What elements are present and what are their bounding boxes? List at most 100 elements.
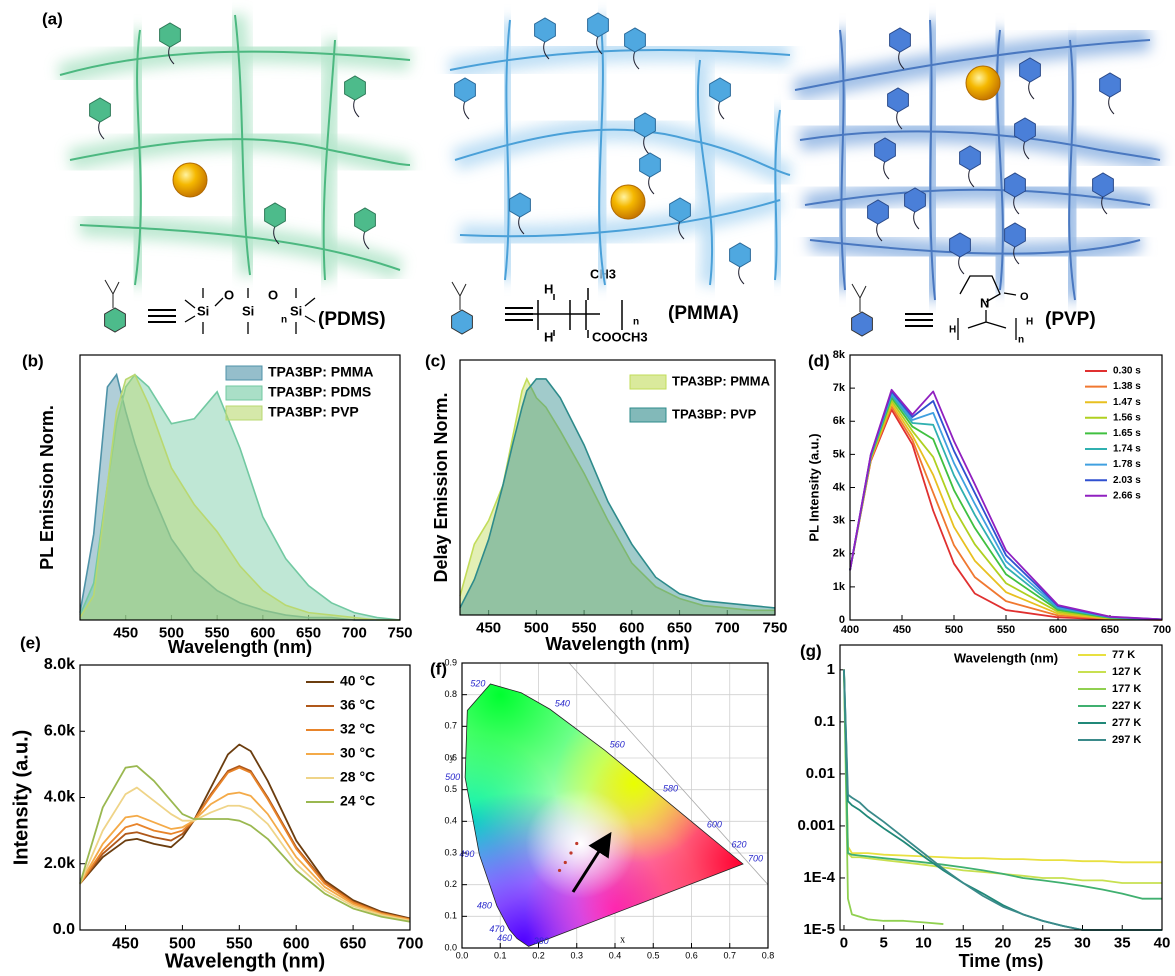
y-tick-label: 1k — [833, 581, 846, 593]
panel-label: (g) — [800, 641, 822, 660]
line — [80, 766, 410, 919]
atom: H — [1026, 317, 1033, 328]
legend-label: 0.30 s — [1113, 366, 1141, 377]
nanoparticle — [173, 163, 207, 197]
y-axis-title: Intensity (a.u.) — [10, 730, 32, 866]
x-axis-title: Wavelength (nm) — [165, 950, 325, 972]
line — [80, 793, 410, 921]
polymer-name: (PDMS) — [318, 309, 386, 330]
wavelength-label: 500 — [445, 772, 460, 782]
x-tick-label: 40 — [1154, 934, 1171, 951]
y-tick-label: 0.2 — [444, 879, 457, 889]
y-tick-label: 0.01 — [806, 765, 835, 782]
chromophore — [888, 88, 909, 112]
chromophore — [455, 78, 476, 102]
y-tick-label: 0.0 — [53, 921, 75, 938]
legend-label: TPA3BP: PVP — [672, 406, 757, 421]
x-tick-label: 650 — [1101, 624, 1119, 636]
atom: O — [268, 287, 278, 302]
chromophore — [105, 308, 126, 332]
x-tick-label: 450 — [893, 624, 911, 636]
linker — [464, 101, 469, 119]
branch — [852, 284, 866, 312]
x-tick-label: 35 — [1114, 934, 1131, 951]
x-tick-label: 700 — [715, 619, 740, 636]
x-tick-label: 500 — [945, 624, 963, 636]
y-tick-label: 0.1 — [814, 713, 835, 730]
linker — [1109, 96, 1114, 114]
legend-label: 32 °C — [340, 721, 375, 737]
legend-swatch — [226, 386, 262, 400]
legend-label: 1.65 s — [1113, 428, 1141, 439]
polymer-name: (PMMA) — [668, 303, 739, 324]
y-tick-label: 0.3 — [444, 847, 457, 857]
legend-label: 30 °C — [340, 745, 375, 761]
chromophore — [640, 153, 661, 177]
wavelength-label: 520 — [470, 678, 485, 688]
y-axis-title: PL Intensity (a.u.) — [806, 433, 821, 541]
x-tick-label: 25 — [1034, 934, 1051, 951]
atom: H — [949, 325, 956, 336]
atom: H — [544, 281, 553, 296]
legend-label: 127 K — [1112, 666, 1141, 678]
panel-label: (b) — [22, 351, 44, 370]
chromophore — [355, 208, 376, 232]
x-tick-label: 750 — [387, 624, 412, 641]
chromophore — [265, 203, 286, 227]
figure: (a) Si O Si O Si n (PDMS) H CH3 H COOCH3… — [0, 0, 1175, 976]
legend-label: TPA3BP: PMMA — [268, 364, 374, 380]
x-tick-label: 20 — [995, 934, 1012, 951]
line — [850, 391, 1162, 619]
x-tick-label: 700 — [397, 936, 424, 953]
y-tick-label: 1 — [827, 661, 835, 678]
y-tick-label: 1E-5 — [803, 921, 835, 938]
y-tick-label: 4.0k — [44, 789, 75, 806]
legend-label: 1.74 s — [1113, 444, 1141, 455]
nanoparticle — [966, 66, 1000, 100]
x-tick-label: 600 — [1049, 624, 1067, 636]
panel-label: (c) — [425, 351, 446, 370]
y-tick-label: 1E-4 — [803, 869, 835, 886]
wavelength-label: 460 — [497, 933, 512, 943]
x-tick-label: 0.4 — [609, 950, 622, 960]
panel-label: (d) — [808, 351, 830, 370]
network-glow — [810, 240, 1140, 254]
y-tick-label: 0.1 — [444, 911, 457, 921]
y-tick-label: 0.8 — [444, 689, 457, 699]
atom: O — [224, 287, 234, 302]
line — [844, 670, 943, 924]
x-tick-label: 450 — [112, 936, 139, 953]
linker — [354, 99, 359, 117]
x-tick-label: 700 — [342, 624, 367, 641]
atom: COOCH3 — [592, 329, 648, 344]
wavelength-label: 700 — [748, 853, 763, 863]
y-axis-title: y — [450, 752, 455, 763]
legend-label: 24 °C — [340, 793, 375, 809]
x-tick-label: 0.2 — [532, 950, 545, 960]
wavelength-label: 380 — [534, 936, 549, 946]
x-tick-label: 750 — [762, 619, 787, 636]
legend-label: 297 K — [1112, 734, 1141, 746]
y-axis-title: PL Emission Norm. — [37, 405, 57, 570]
y-tick-label: 2.0k — [44, 855, 75, 872]
x-tick-label: 0.8 — [762, 950, 775, 960]
linker — [649, 176, 654, 194]
legend-label: 36 °C — [340, 697, 375, 713]
y-tick-label: 4k — [833, 481, 846, 493]
linker — [914, 211, 919, 229]
y-tick-label: 0.4 — [444, 816, 457, 826]
wavelength-label: 580 — [663, 783, 678, 793]
branch — [105, 280, 119, 308]
linker — [739, 266, 744, 284]
y-tick-label: 5k — [833, 448, 846, 460]
x-axis-title: x — [620, 934, 625, 945]
polymer-name: (PVP) — [1045, 309, 1096, 330]
legend-label: 2.03 s — [1113, 475, 1141, 486]
x-tick-label: 15 — [955, 934, 972, 951]
atom: Si — [242, 303, 254, 318]
legend-swatch — [630, 408, 666, 422]
legend-label: 1.47 s — [1113, 397, 1141, 408]
